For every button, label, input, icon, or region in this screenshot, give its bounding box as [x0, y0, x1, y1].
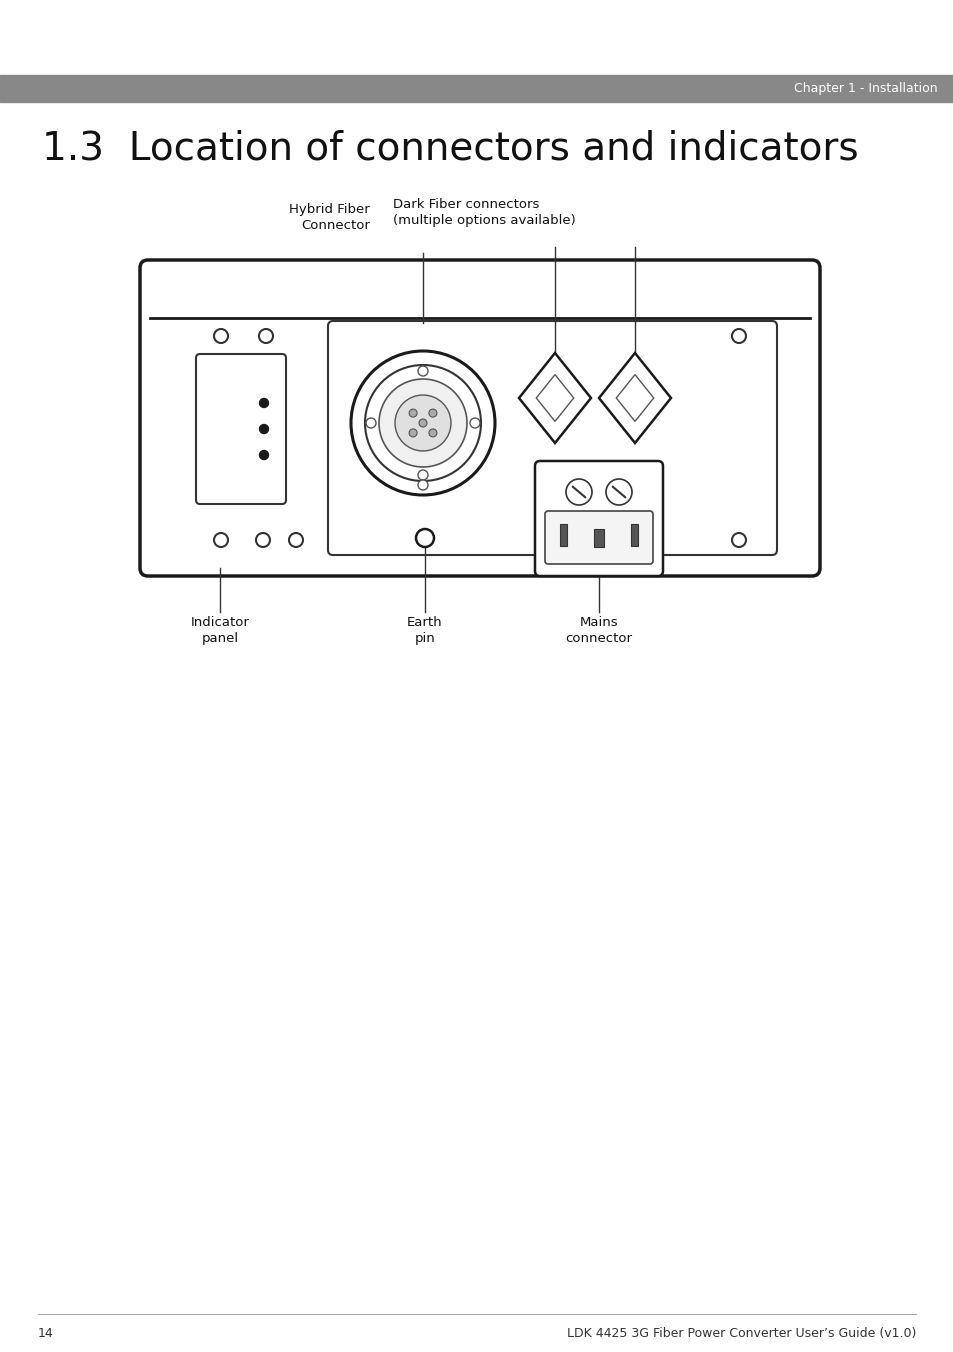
Circle shape [565, 479, 592, 506]
Circle shape [378, 379, 467, 466]
Text: Indicator
panel: Indicator panel [191, 617, 249, 645]
FancyBboxPatch shape [544, 511, 652, 564]
Circle shape [259, 425, 268, 434]
Text: Hybrid Fiber
Connector: Hybrid Fiber Connector [289, 203, 370, 233]
Text: Dark Fiber connectors
(multiple options available): Dark Fiber connectors (multiple options … [393, 197, 576, 227]
Circle shape [255, 533, 270, 548]
Polygon shape [518, 353, 590, 443]
Circle shape [213, 329, 228, 343]
Circle shape [731, 533, 745, 548]
Circle shape [417, 480, 428, 489]
Circle shape [289, 533, 303, 548]
Bar [630, 525, 638, 546]
Bar [0, 74, 953, 101]
Text: 1.3  Location of connectors and indicators: 1.3 Location of connectors and indicator… [42, 128, 858, 168]
Circle shape [418, 419, 427, 427]
Bar [156, 276, 803, 318]
Circle shape [416, 529, 434, 548]
FancyBboxPatch shape [195, 354, 286, 504]
Circle shape [429, 410, 436, 418]
Circle shape [259, 399, 268, 407]
Circle shape [605, 479, 631, 506]
Circle shape [259, 450, 268, 460]
FancyBboxPatch shape [140, 260, 820, 576]
Polygon shape [598, 353, 670, 443]
Polygon shape [616, 375, 653, 422]
Text: Earth
pin: Earth pin [407, 617, 442, 645]
Polygon shape [536, 375, 573, 422]
Circle shape [365, 365, 480, 481]
Bar [594, 529, 603, 548]
Text: Mains
connector: Mains connector [565, 617, 632, 645]
Circle shape [417, 470, 428, 480]
Circle shape [395, 395, 451, 452]
Bar [559, 525, 566, 546]
Circle shape [409, 429, 416, 437]
FancyBboxPatch shape [328, 320, 776, 556]
Circle shape [470, 418, 479, 429]
Circle shape [429, 429, 436, 437]
FancyBboxPatch shape [535, 461, 662, 576]
Text: LDK 4425 3G Fiber Power Converter User’s Guide (v1.0): LDK 4425 3G Fiber Power Converter User’s… [566, 1328, 915, 1340]
Text: 14: 14 [38, 1328, 53, 1340]
Circle shape [213, 533, 228, 548]
Circle shape [366, 418, 375, 429]
Circle shape [417, 366, 428, 376]
Circle shape [409, 410, 416, 418]
Text: Chapter 1 - Installation: Chapter 1 - Installation [794, 82, 937, 95]
Circle shape [351, 352, 495, 495]
Circle shape [731, 329, 745, 343]
Circle shape [258, 329, 273, 343]
